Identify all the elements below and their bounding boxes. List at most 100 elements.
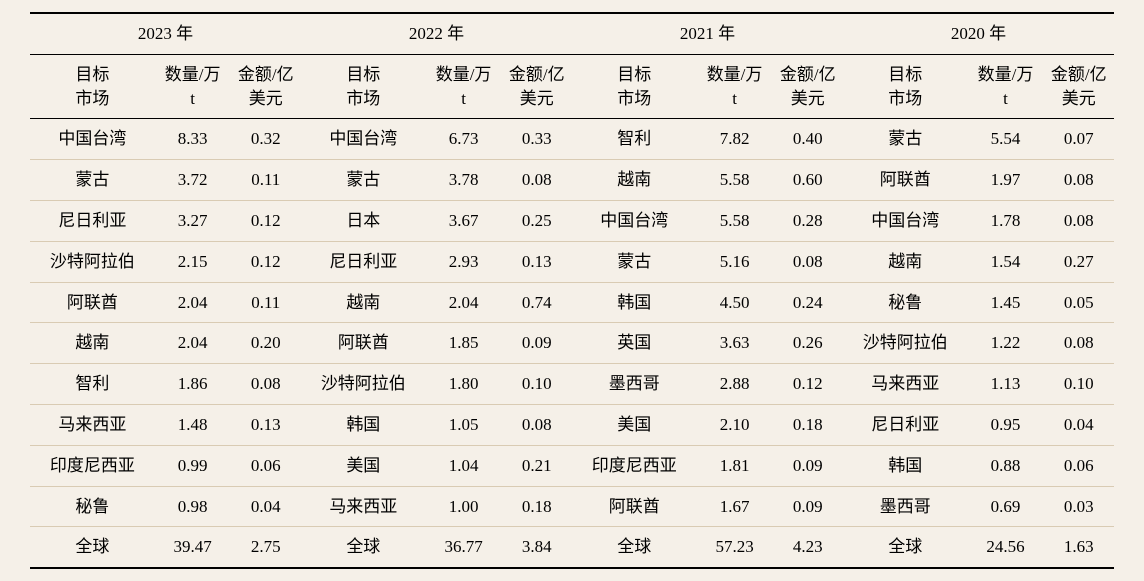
cell-market: 马来西亚 <box>30 404 155 445</box>
year-header: 2022 年 <box>301 13 572 54</box>
cell-qty: 2.04 <box>426 282 502 323</box>
cell-amt: 1.63 <box>1043 527 1114 568</box>
table-row: 智利1.860.08沙特阿拉伯1.800.10墨西哥2.880.12马来西亚1.… <box>30 364 1114 405</box>
cell-amt: 0.06 <box>231 445 301 486</box>
cell-market: 全球 <box>30 527 155 568</box>
cell-market: 蒙古 <box>30 160 155 201</box>
cell-amt: 0.12 <box>231 241 301 282</box>
cell-market: 美国 <box>572 404 697 445</box>
cell-amt: 0.05 <box>1043 282 1114 323</box>
cell-qty: 1.00 <box>426 486 502 527</box>
cell-market: 沙特阿拉伯 <box>30 241 155 282</box>
cell-amt: 0.04 <box>231 486 301 527</box>
cell-market: 印度尼西亚 <box>572 445 697 486</box>
cell-amt: 0.12 <box>773 364 843 405</box>
cell-qty: 2.88 <box>697 364 773 405</box>
cell-amt: 0.24 <box>773 282 843 323</box>
cell-market: 智利 <box>572 119 697 160</box>
cell-amt: 0.18 <box>502 486 572 527</box>
cell-amt: 0.18 <box>773 404 843 445</box>
cell-amt: 0.28 <box>773 200 843 241</box>
col-quantity: 数量/万t <box>968 54 1044 119</box>
cell-qty: 1.22 <box>968 323 1044 364</box>
cell-amt: 3.84 <box>502 527 572 568</box>
cell-market: 阿联酋 <box>843 160 968 201</box>
cell-qty: 3.72 <box>155 160 231 201</box>
col-quantity: 数量/万t <box>426 54 502 119</box>
cell-qty: 1.45 <box>968 282 1044 323</box>
cell-market: 沙特阿拉伯 <box>301 364 426 405</box>
cell-market: 越南 <box>572 160 697 201</box>
cell-qty: 1.48 <box>155 404 231 445</box>
cell-market: 尼日利亚 <box>301 241 426 282</box>
cell-market: 沙特阿拉伯 <box>843 323 968 364</box>
cell-market: 尼日利亚 <box>843 404 968 445</box>
cell-qty: 39.47 <box>155 527 231 568</box>
cell-amt: 0.08 <box>502 160 572 201</box>
table-row: 秘鲁0.980.04马来西亚1.000.18阿联酋1.670.09墨西哥0.69… <box>30 486 1114 527</box>
cell-amt: 0.08 <box>1043 160 1114 201</box>
col-quantity: 数量/万t <box>155 54 231 119</box>
cell-market: 全球 <box>572 527 697 568</box>
table-head: 2023 年 2022 年 2021 年 2020 年 目标市场 数量/万t 金… <box>30 12 1114 119</box>
cell-market: 阿联酋 <box>572 486 697 527</box>
cell-qty: 0.99 <box>155 445 231 486</box>
cell-amt: 0.09 <box>773 486 843 527</box>
table-row: 印度尼西亚0.990.06美国1.040.21印度尼西亚1.810.09韩国0.… <box>30 445 1114 486</box>
cell-qty: 3.63 <box>697 323 773 364</box>
cell-qty: 5.58 <box>697 160 773 201</box>
cell-qty: 3.27 <box>155 200 231 241</box>
cell-amt: 0.13 <box>502 241 572 282</box>
table-row: 全球39.472.75全球36.773.84全球57.234.23全球24.56… <box>30 527 1114 568</box>
cell-qty: 0.95 <box>968 404 1044 445</box>
cell-market: 智利 <box>30 364 155 405</box>
cell-amt: 0.10 <box>1043 364 1114 405</box>
col-amount: 金额/亿美元 <box>502 54 572 119</box>
cell-qty: 0.98 <box>155 486 231 527</box>
cell-amt: 0.08 <box>231 364 301 405</box>
cell-qty: 1.54 <box>968 241 1044 282</box>
cell-market: 韩国 <box>301 404 426 445</box>
markets-table: 2023 年 2022 年 2021 年 2020 年 目标市场 数量/万t 金… <box>30 12 1114 569</box>
table-body: 中国台湾8.330.32中国台湾6.730.33智利7.820.40蒙古5.54… <box>30 119 1114 568</box>
cell-market: 韩国 <box>572 282 697 323</box>
cell-amt: 0.21 <box>502 445 572 486</box>
cell-amt: 0.09 <box>502 323 572 364</box>
cell-market: 越南 <box>30 323 155 364</box>
cell-amt: 0.12 <box>231 200 301 241</box>
cell-qty: 1.67 <box>697 486 773 527</box>
cell-market: 墨西哥 <box>843 486 968 527</box>
col-amount: 金额/亿美元 <box>773 54 843 119</box>
cell-market: 韩国 <box>843 445 968 486</box>
cell-qty: 1.81 <box>697 445 773 486</box>
year-header: 2020 年 <box>843 13 1114 54</box>
cell-amt: 0.33 <box>502 119 572 160</box>
cell-amt: 0.11 <box>231 160 301 201</box>
cell-qty: 3.67 <box>426 200 502 241</box>
cell-market: 全球 <box>301 527 426 568</box>
cell-amt: 0.08 <box>1043 323 1114 364</box>
cell-market: 日本 <box>301 200 426 241</box>
cell-qty: 0.69 <box>968 486 1044 527</box>
cell-qty: 2.93 <box>426 241 502 282</box>
col-amount: 金额/亿美元 <box>1043 54 1114 119</box>
col-target-market: 目标市场 <box>30 54 155 119</box>
sub-header-row: 目标市场 数量/万t 金额/亿美元 目标市场 数量/万t 金额/亿美元 目标市场… <box>30 54 1114 119</box>
cell-market: 蒙古 <box>572 241 697 282</box>
table-row: 阿联酋2.040.11越南2.040.74韩国4.500.24秘鲁1.450.0… <box>30 282 1114 323</box>
cell-qty: 5.54 <box>968 119 1044 160</box>
cell-market: 中国台湾 <box>301 119 426 160</box>
cell-qty: 1.05 <box>426 404 502 445</box>
table-row: 越南2.040.20阿联酋1.850.09英国3.630.26沙特阿拉伯1.22… <box>30 323 1114 364</box>
cell-market: 越南 <box>301 282 426 323</box>
cell-amt: 0.74 <box>502 282 572 323</box>
cell-amt: 0.04 <box>1043 404 1114 445</box>
cell-qty: 1.80 <box>426 364 502 405</box>
cell-market: 秘鲁 <box>843 282 968 323</box>
col-target-market: 目标市场 <box>843 54 968 119</box>
cell-qty: 5.16 <box>697 241 773 282</box>
cell-qty: 1.04 <box>426 445 502 486</box>
cell-amt: 4.23 <box>773 527 843 568</box>
cell-qty: 57.23 <box>697 527 773 568</box>
cell-market: 全球 <box>843 527 968 568</box>
